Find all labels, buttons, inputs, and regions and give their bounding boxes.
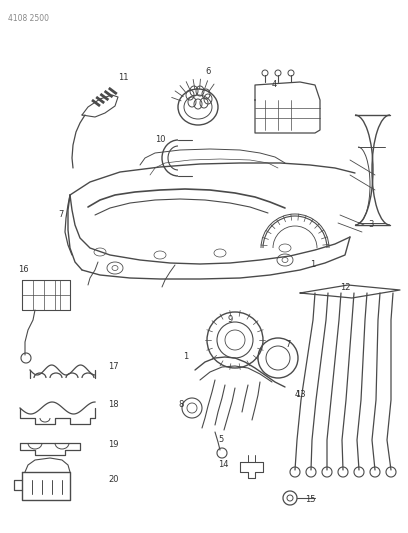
Text: 20: 20 xyxy=(108,475,118,484)
Text: 15: 15 xyxy=(305,495,315,504)
Text: 11: 11 xyxy=(118,73,129,82)
Text: 10: 10 xyxy=(155,135,166,144)
Text: 9: 9 xyxy=(228,315,233,324)
Text: 19: 19 xyxy=(108,440,118,449)
Text: 4: 4 xyxy=(272,80,277,89)
Text: 13: 13 xyxy=(295,390,306,399)
Text: 7: 7 xyxy=(285,340,290,349)
Text: 1: 1 xyxy=(183,352,188,361)
Text: 14: 14 xyxy=(218,460,228,469)
Text: 5: 5 xyxy=(218,435,223,444)
Text: 1: 1 xyxy=(310,260,315,269)
Text: 6: 6 xyxy=(205,67,211,76)
Text: 4108 2500: 4108 2500 xyxy=(8,14,49,23)
Text: 4: 4 xyxy=(295,390,300,399)
Text: 7: 7 xyxy=(58,210,63,219)
Text: 8: 8 xyxy=(178,400,183,409)
Text: 12: 12 xyxy=(340,283,350,292)
Text: 18: 18 xyxy=(108,400,119,409)
Text: 16: 16 xyxy=(18,265,29,274)
Text: 3: 3 xyxy=(368,220,373,229)
Text: 17: 17 xyxy=(108,362,119,371)
